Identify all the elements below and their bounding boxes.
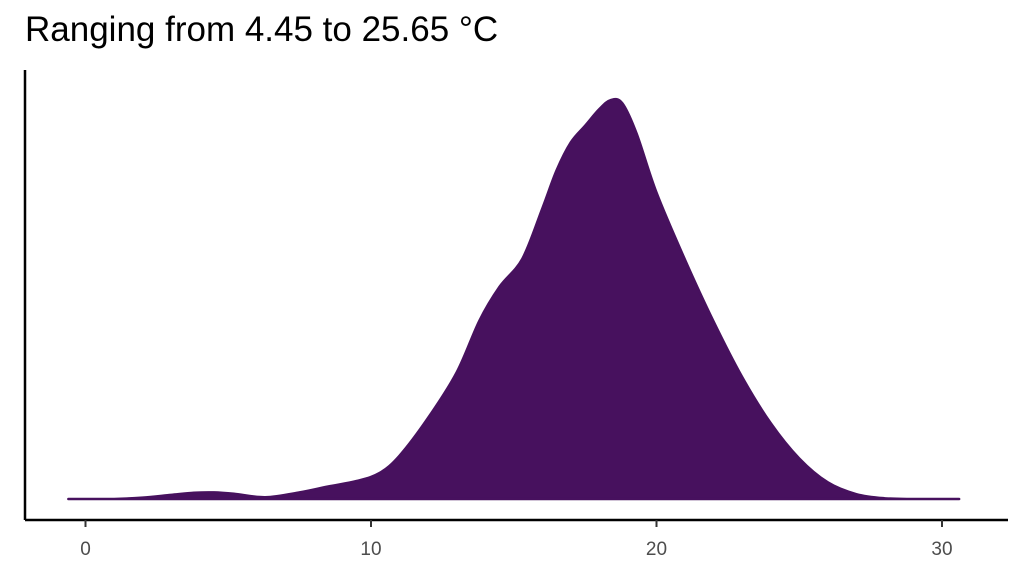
x-tick-label: 0 [80, 539, 91, 560]
x-tick-label: 30 [931, 539, 952, 560]
x-axis-ticks: 0 10 20 30 [80, 520, 953, 560]
x-tick-label: 10 [360, 539, 381, 560]
x-tick-label: 20 [646, 539, 667, 560]
density-area [67, 97, 961, 501]
chart-title: Ranging from 4.45 to 25.65 °C [25, 10, 499, 49]
